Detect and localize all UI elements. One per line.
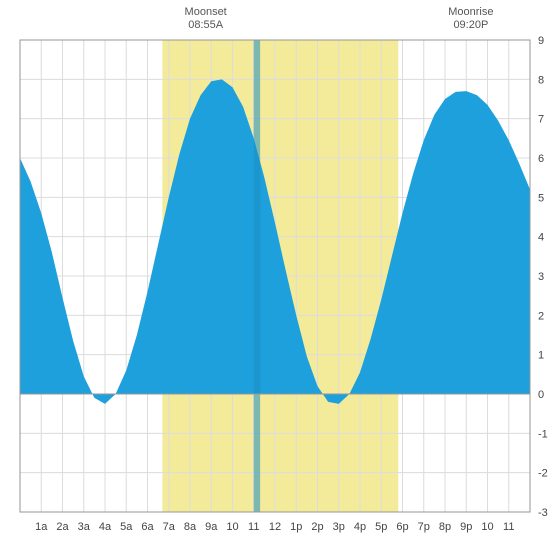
svg-text:11: 11: [503, 521, 514, 533]
svg-text:6: 6: [538, 153, 544, 165]
svg-text:3: 3: [538, 271, 544, 283]
svg-text:7: 7: [538, 114, 544, 126]
svg-text:0: 0: [538, 389, 544, 401]
svg-text:6p: 6p: [396, 521, 408, 533]
svg-text:2p: 2p: [311, 521, 323, 533]
svg-text:3p: 3p: [333, 521, 345, 533]
svg-text:2a: 2a: [56, 521, 69, 533]
svg-text:5p: 5p: [375, 521, 387, 533]
moonset-time: 08:55A: [188, 19, 223, 31]
svg-text:12: 12: [269, 521, 281, 533]
svg-text:11: 11: [248, 521, 259, 533]
moonrise-time: 09:20P: [453, 19, 488, 31]
svg-text:5: 5: [538, 192, 544, 204]
svg-text:5a: 5a: [120, 521, 133, 533]
svg-text:6a: 6a: [141, 521, 154, 533]
moonset-title: Moonset: [185, 6, 227, 18]
svg-text:4: 4: [538, 232, 544, 244]
svg-text:9p: 9p: [460, 521, 472, 533]
svg-text:4a: 4a: [99, 521, 112, 533]
svg-text:4p: 4p: [354, 521, 366, 533]
svg-text:10: 10: [481, 521, 493, 533]
svg-text:7a: 7a: [163, 521, 176, 533]
svg-text:9: 9: [538, 35, 544, 47]
svg-text:9a: 9a: [205, 521, 218, 533]
svg-text:-3: -3: [538, 507, 548, 519]
svg-text:2: 2: [538, 310, 544, 322]
moonset-label: Moonset 08:55A: [185, 6, 227, 32]
svg-text:1p: 1p: [290, 521, 302, 533]
svg-text:1: 1: [538, 350, 544, 362]
svg-text:7p: 7p: [418, 521, 430, 533]
svg-text:10: 10: [226, 521, 238, 533]
svg-text:3a: 3a: [78, 521, 91, 533]
svg-text:8a: 8a: [184, 521, 197, 533]
moonrise-label: Moonrise 09:20P: [448, 6, 493, 32]
svg-text:-1: -1: [538, 428, 548, 440]
svg-text:-2: -2: [538, 468, 548, 480]
svg-text:1a: 1a: [35, 521, 48, 533]
svg-text:8: 8: [538, 74, 544, 86]
tide-chart: -3-2-101234567891a2a3a4a5a6a7a8a9a101112…: [0, 0, 550, 550]
moonrise-title: Moonrise: [448, 6, 493, 18]
svg-text:8p: 8p: [439, 521, 451, 533]
